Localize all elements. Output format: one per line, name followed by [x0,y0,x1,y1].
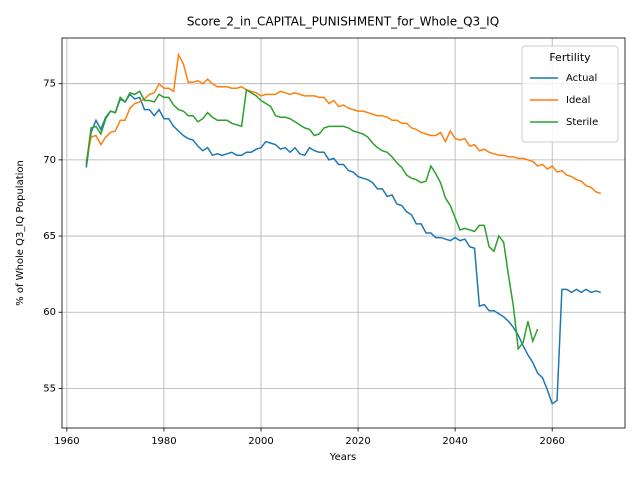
y-tick-label: 70 [43,155,56,166]
x-tick-label: 2000 [248,436,273,447]
y-tick-label: 75 [43,79,56,90]
x-tick-label: 2020 [345,436,370,447]
y-axis-label: % of Whole Q3_IQ Population [15,160,26,306]
line-series [85,88,539,351]
x-tick-label: 2040 [442,436,467,447]
chart-title: Score_2_in_CAPITAL_PUNISHMENT_for_Whole_… [187,15,499,29]
legend-label: Actual [566,73,597,84]
x-tick-label: 2060 [539,436,564,447]
x-tick-label: 1960 [54,436,79,447]
line-series [85,93,601,405]
line-series [85,52,601,195]
legend-box [521,45,619,143]
y-tick-label: 65 [43,231,56,242]
x-tick-label: 1980 [151,436,176,447]
plot-frame [61,37,626,429]
legend-label: Ideal [566,95,590,106]
y-tick-label: 60 [43,307,56,318]
y-tick-label: 55 [43,383,56,394]
legend-label: Sterile [566,117,598,128]
x-axis-label: Years [329,452,356,463]
legend-title: Fertility [549,51,591,64]
legend: Fertility Actual Ideal Sterile [521,45,619,143]
